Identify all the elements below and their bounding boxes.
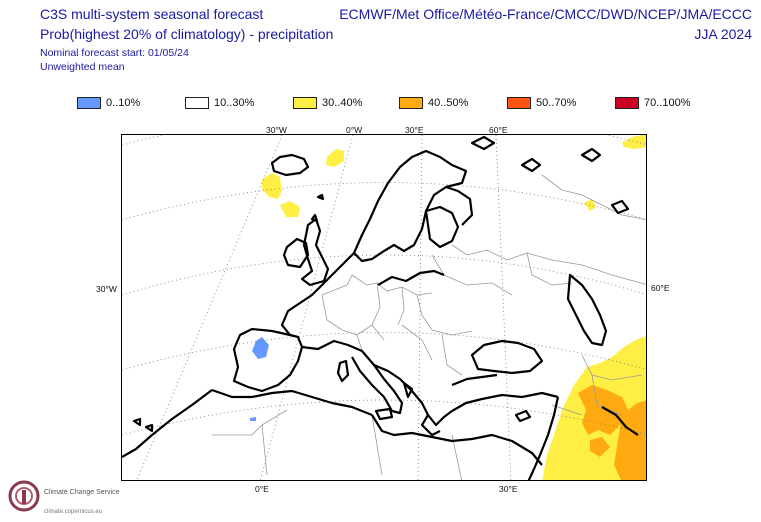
shade-yellow: [326, 149, 344, 167]
shade-yellow: [584, 199, 596, 211]
title-line-1: C3S multi-system seasonal forecast: [40, 6, 264, 22]
forecast-start: Nominal forecast start: 01/05/24: [40, 47, 189, 59]
legend-item: 40..50%: [399, 96, 468, 110]
copernicus-logo-icon: [8, 480, 40, 512]
shade-blue: [250, 417, 256, 421]
lon-label: 30°E: [499, 484, 518, 494]
weighting-note: Unweighted mean: [40, 61, 125, 73]
logo-name: Climate Change Service: [44, 489, 120, 496]
legend-label: 50..70%: [536, 97, 577, 109]
season-label: JJA 2024: [694, 26, 752, 42]
legend-swatch: [293, 97, 317, 109]
graticule: [122, 135, 646, 480]
lon-label: 30°E: [405, 125, 424, 135]
title-line-2: Prob(highest 20% of climatology) - preci…: [40, 26, 334, 42]
legend-label: 0..10%: [106, 97, 141, 109]
shade-orange: [578, 385, 628, 435]
legend-label: 10..30%: [214, 97, 255, 109]
legend-label: 40..50%: [428, 97, 469, 109]
legend-swatch: [507, 97, 531, 109]
legend-item: 10..30%: [185, 96, 254, 110]
shade-yellow: [280, 201, 300, 217]
lon-label: 60°E: [489, 125, 508, 135]
lon-label: 0°W: [346, 125, 363, 135]
shade-orange: [590, 437, 610, 457]
shade-yellow: [622, 135, 646, 149]
legend-item: 70..100%: [615, 96, 690, 110]
legend-swatch: [399, 97, 423, 109]
shade-orange: [614, 400, 646, 480]
legend-item: 0..10%: [77, 96, 140, 110]
legend-label: 70..100%: [644, 97, 691, 109]
legend-swatch: [185, 97, 209, 109]
legend-swatch: [77, 97, 101, 109]
lon-label: 30°W: [96, 284, 117, 294]
lon-label: 0°E: [255, 484, 269, 494]
lon-label: 60°E: [651, 283, 670, 293]
legend-item: 50..70%: [507, 96, 576, 110]
shade-yellow: [262, 173, 282, 199]
country-borders: [212, 174, 646, 480]
precip-shading: [250, 135, 646, 480]
shade-blue: [252, 337, 269, 359]
legend-label: 30..40%: [322, 97, 363, 109]
coastlines: [122, 135, 639, 480]
legend: 0..10% 10..30% 30..40% 40..50% 50..70% 7…: [0, 96, 761, 112]
logo-url: climate.copernicus.eu: [44, 509, 103, 515]
lon-label: 30°W: [266, 125, 287, 135]
legend-swatch: [615, 97, 639, 109]
legend-item: 30..40%: [293, 96, 362, 110]
models-list: ECMWF/Met Office/Météo-France/CMCC/DWD/N…: [339, 6, 752, 22]
forecast-map: [121, 134, 647, 481]
